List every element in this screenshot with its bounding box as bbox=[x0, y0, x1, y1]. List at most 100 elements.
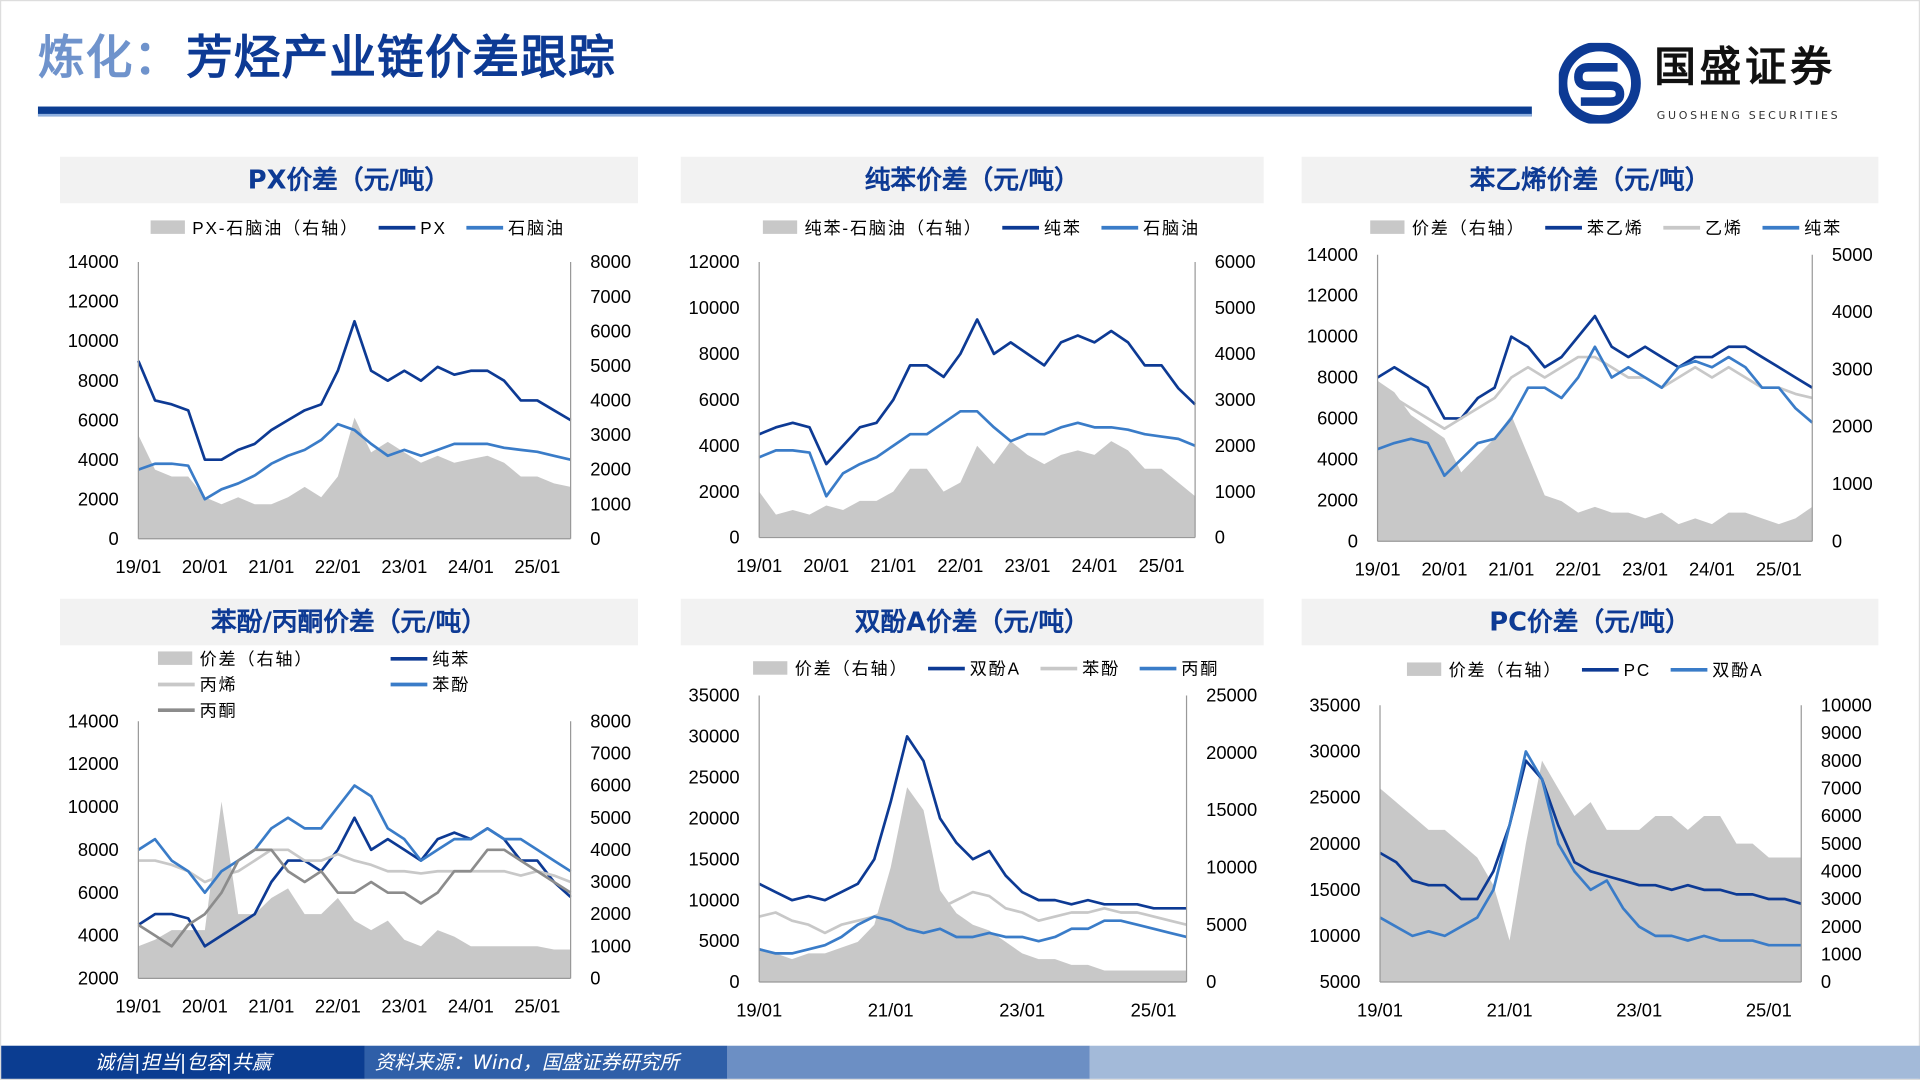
y-tick-label: 30000 bbox=[1309, 741, 1360, 762]
series-line-2 bbox=[138, 848, 572, 884]
y-tick-label: 0 bbox=[109, 528, 119, 549]
x-tick-label: 19/01 bbox=[115, 556, 161, 577]
x-tick-label: 19/01 bbox=[736, 999, 782, 1020]
legend-label: 纯苯-石脑油（右轴） bbox=[804, 218, 982, 238]
logo: 国盛证券 GUOSHENG SECURITIES bbox=[1557, 41, 1877, 129]
x-tick-label: 21/01 bbox=[1487, 999, 1533, 1020]
panel-title-pc: PC价差（元/吨） bbox=[1301, 598, 1879, 646]
y-tick-label: 10000 bbox=[689, 297, 740, 318]
x-tick-label: 21/01 bbox=[248, 556, 294, 577]
series-line-2 bbox=[1376, 355, 1813, 431]
series-line-1 bbox=[137, 319, 572, 462]
y2-tick-label: 4000 bbox=[590, 390, 631, 411]
series-line-1 bbox=[1379, 759, 1802, 905]
x-tick-label: 21/01 bbox=[1488, 559, 1534, 580]
legend-label: 双酚A bbox=[970, 659, 1021, 679]
y2-tick-label: 1000 bbox=[1821, 943, 1862, 964]
title-prefix: 炼化： bbox=[37, 30, 182, 85]
y2-tick-label: 0 bbox=[590, 967, 600, 988]
legend-label: 丙酮 bbox=[1181, 659, 1219, 679]
series-line-1 bbox=[1376, 314, 1813, 420]
x-tick-label: 22/01 bbox=[937, 555, 983, 576]
x-tick-label: 19/01 bbox=[736, 555, 782, 576]
series-line-2 bbox=[137, 422, 571, 501]
legend-label: 纯苯 bbox=[1804, 218, 1842, 238]
legend-label: 双酚A bbox=[1712, 660, 1763, 680]
y-tick-label: 10000 bbox=[68, 796, 119, 817]
x-tick-label: 22/01 bbox=[315, 556, 361, 577]
legend-label: 价差（右轴） bbox=[1412, 218, 1526, 238]
y2-tick-label: 2000 bbox=[1215, 435, 1256, 456]
y-tick-label: 0 bbox=[1348, 530, 1358, 551]
legend-label: 丙烯 bbox=[200, 675, 238, 695]
legend-label: 石脑油 bbox=[508, 218, 565, 238]
y-tick-label: 15000 bbox=[689, 848, 740, 869]
y-tick-label: 2000 bbox=[78, 488, 119, 509]
legend-swatch bbox=[1370, 220, 1405, 234]
x-tick-label: 19/01 bbox=[1355, 559, 1401, 580]
y-tick-label: 10000 bbox=[1307, 326, 1358, 347]
y-tick-label: 12000 bbox=[68, 291, 119, 312]
legend-label: 石脑油 bbox=[1143, 218, 1200, 238]
y2-tick-label: 4000 bbox=[1215, 343, 1256, 364]
series-area-0 bbox=[1377, 380, 1813, 542]
y2-tick-label: 5000 bbox=[1821, 833, 1862, 854]
x-tick-label: 24/01 bbox=[448, 996, 494, 1017]
y2-tick-label: 3000 bbox=[590, 424, 631, 445]
y2-tick-label: 2000 bbox=[1821, 916, 1862, 937]
y2-tick-label: 5000 bbox=[1832, 244, 1873, 265]
y-tick-label: 12000 bbox=[689, 251, 740, 272]
legend-label: PX-石脑油（右轴） bbox=[192, 218, 359, 238]
y-tick-label: 0 bbox=[729, 527, 739, 548]
y2-tick-label: 6000 bbox=[590, 320, 631, 341]
legend-label: PX bbox=[420, 218, 447, 238]
y2-tick-label: 5000 bbox=[590, 355, 631, 376]
x-tick-label: 25/01 bbox=[1131, 999, 1177, 1020]
legend-label: 苯酚 bbox=[432, 675, 470, 695]
legend-swatch bbox=[157, 651, 193, 665]
series-line-2 bbox=[758, 890, 1187, 935]
y-tick-label: 2000 bbox=[78, 967, 119, 988]
x-tick-label: 24/01 bbox=[1689, 559, 1735, 580]
footer-band bbox=[727, 1045, 1090, 1079]
y2-tick-label: 1000 bbox=[590, 935, 631, 956]
y2-tick-label: 0 bbox=[1821, 971, 1831, 992]
x-tick-label: 25/01 bbox=[514, 556, 560, 577]
legend-swatch bbox=[762, 220, 798, 234]
x-tick-label: 20/01 bbox=[182, 996, 228, 1017]
x-tick-label: 24/01 bbox=[448, 556, 494, 577]
footer-band bbox=[1089, 1045, 1920, 1079]
x-tick-label: 22/01 bbox=[1555, 559, 1601, 580]
series-line-2 bbox=[1379, 750, 1802, 947]
y2-tick-label: 10000 bbox=[1821, 694, 1872, 715]
y-tick-label: 5000 bbox=[1320, 971, 1361, 992]
y2-tick-label: 3000 bbox=[1821, 888, 1862, 909]
y-tick-label: 4000 bbox=[1317, 448, 1358, 469]
page-title: 炼化： 芳烃产业链价差跟踪 bbox=[38, 31, 616, 85]
x-tick-label: 19/01 bbox=[1357, 999, 1403, 1020]
y2-tick-label: 10000 bbox=[1206, 857, 1257, 878]
y2-tick-label: 8000 bbox=[590, 251, 631, 272]
series-line-2 bbox=[758, 409, 1196, 498]
y-tick-label: 8000 bbox=[78, 370, 119, 391]
x-tick-label: 20/01 bbox=[803, 555, 849, 576]
x-tick-label: 23/01 bbox=[1004, 555, 1050, 576]
x-tick-label: 25/01 bbox=[514, 996, 560, 1017]
y2-tick-label: 15000 bbox=[1206, 799, 1257, 820]
y2-tick-label: 4000 bbox=[1832, 301, 1873, 322]
y-tick-label: 20000 bbox=[1309, 833, 1360, 854]
y-tick-label: 10000 bbox=[1309, 925, 1360, 946]
y-tick-label: 10000 bbox=[689, 889, 740, 910]
y2-tick-label: 7000 bbox=[590, 286, 631, 307]
series-line-3 bbox=[137, 784, 572, 895]
y2-tick-label: 4000 bbox=[1821, 860, 1862, 881]
y-tick-label: 6000 bbox=[1317, 408, 1358, 429]
x-tick-label: 19/01 bbox=[115, 996, 161, 1017]
legend-label: 纯苯 bbox=[432, 649, 470, 669]
panel-title-benzene: 纯苯价差（元/吨） bbox=[680, 156, 1264, 204]
legend-label: 苯酚 bbox=[1082, 659, 1120, 679]
y-tick-label: 5000 bbox=[699, 930, 740, 951]
y2-tick-label: 8000 bbox=[590, 710, 631, 731]
legend-label: 苯乙烯 bbox=[1587, 218, 1644, 238]
